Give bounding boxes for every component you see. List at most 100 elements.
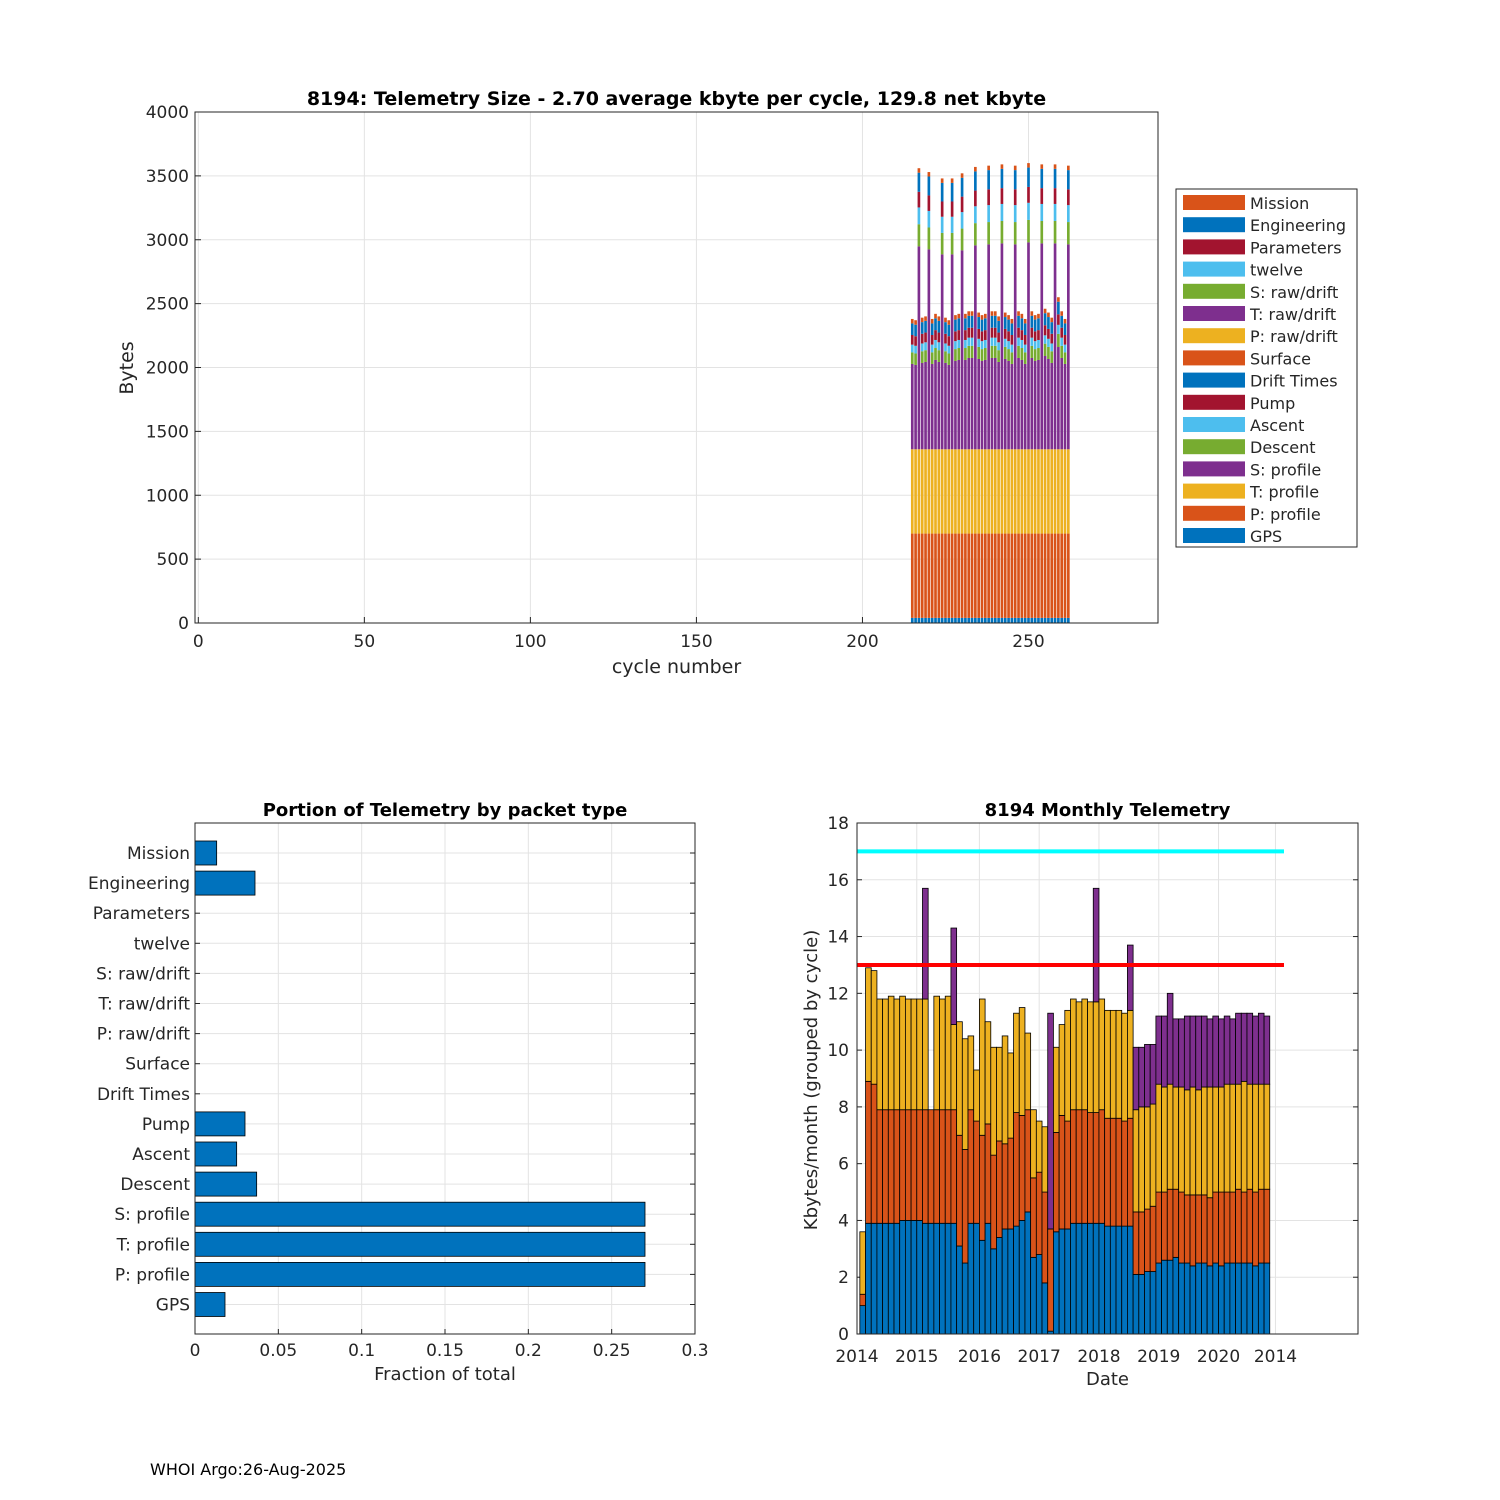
monthly-bar-stack [1132, 1046, 1140, 1335]
cycle-bar-stack [960, 173, 964, 623]
cycle-bar-segment [983, 313, 987, 319]
cycle-bar-segment [993, 327, 997, 338]
cycle-bar-segment [967, 315, 971, 328]
cycle-bar-segment [1067, 189, 1070, 206]
monthly-bar-segment [1018, 1007, 1026, 1116]
cycle-x-tick-label: 150 [680, 632, 712, 652]
monthly-bar-segment [1075, 1001, 1083, 1111]
cycle-bar-segment [1007, 449, 1010, 534]
cycle-bar-stack [1040, 164, 1044, 623]
cycle-x-tick-label: 0 [193, 632, 204, 652]
monthly-bar-segment [1263, 1015, 1271, 1085]
monthly-bar-segment [1064, 1228, 1071, 1335]
monthly-bar-segment [984, 1021, 992, 1125]
monthly-bar-segment [910, 1220, 918, 1335]
monthly-bar-stack [1195, 1015, 1202, 1335]
cycle-bar-segment [960, 212, 964, 229]
monthly-bar-segment [967, 1222, 975, 1335]
cycle-bar-segment [940, 617, 944, 623]
cycle-bar-segment [987, 244, 990, 450]
monthly-bar-segment [859, 1231, 866, 1295]
monthly-bar-segment [893, 998, 901, 1111]
fraction-category-label: S: profile [114, 1205, 190, 1225]
cycle-bar-segment [920, 617, 924, 623]
monthly-bar-segment [899, 1109, 906, 1221]
cycle-bar-segment [910, 449, 914, 534]
monthly-bar-segment [1189, 1015, 1197, 1088]
cycle-bar-segment [1060, 311, 1064, 316]
cycle-bar-segment [954, 331, 957, 342]
cycle-bar-segment [1040, 533, 1044, 618]
monthly-bar-segment [1127, 1009, 1134, 1119]
monthly-bar-segment [1144, 1208, 1151, 1272]
monthly-bar-segment [1172, 1188, 1180, 1258]
legend-swatch [1183, 505, 1245, 521]
monthly-bar-segment [944, 1222, 952, 1335]
cycle-bar-segment [1040, 617, 1044, 623]
fraction-bar [194, 870, 256, 896]
monthly-bar-segment [1240, 1080, 1248, 1193]
monthly-bar-segment [916, 1109, 923, 1221]
monthly-bar-segment [1115, 1117, 1123, 1227]
cycle-bar-segment [944, 333, 947, 344]
monthly-bar-segment [979, 998, 986, 1136]
cycle-bar-segment [974, 190, 977, 207]
cycle-bar-segment [947, 449, 951, 534]
cycle-bar-segment [977, 449, 981, 534]
cycle-bar-segment [997, 342, 1000, 351]
monthly-bar-stack [1166, 992, 1174, 1335]
monthly-bar-segment [1121, 1225, 1128, 1335]
cycle-bar-segment [1057, 533, 1060, 618]
monthly-bar-segment [1087, 1222, 1094, 1335]
monthly-bar-segment [1035, 1120, 1043, 1173]
monthly-bar-segment [961, 1262, 969, 1335]
monthly-bar-segment [922, 1222, 929, 1335]
cycle-bar-segment [917, 172, 921, 192]
cycle-bar-segment [1047, 312, 1050, 318]
cycle-bar-segment [1007, 315, 1010, 320]
monthly-bar-stack [944, 995, 952, 1335]
monthly-bar-segment [1109, 1225, 1117, 1335]
cycle-bar-segment [927, 617, 931, 623]
cycle-bar-segment [970, 337, 974, 346]
cycle-x-tick-label: 50 [354, 632, 376, 652]
cycle-bar-segment [924, 350, 927, 362]
cycle-bar-segment [950, 216, 954, 233]
cycle-bar-segment [1037, 330, 1040, 340]
cycle-bar-segment [967, 345, 971, 358]
cycle-bar-segment [957, 339, 961, 349]
cycle-bar-segment [1057, 301, 1060, 315]
cycle-bar-segment [927, 533, 931, 618]
cycle-bar-segment [1020, 359, 1024, 450]
monthly-bar-segment [1257, 1188, 1265, 1264]
cycle-bar-segment [927, 210, 931, 228]
cycle-bar-segment [920, 343, 924, 352]
cycle-bar-segment [1013, 617, 1017, 623]
legend-swatch [1183, 439, 1245, 455]
cycle-bar-segment [957, 533, 961, 618]
monthly-bar-segment [1178, 1018, 1185, 1088]
cycle-bar-segment [950, 254, 954, 450]
cycle-bar-stack [914, 320, 917, 623]
fraction-x-tick-label: 0.25 [593, 1341, 631, 1361]
cycle-bar-segment [1010, 334, 1014, 345]
monthly-bar-segment [1075, 1222, 1083, 1335]
monthly-bar-segment [1030, 1177, 1037, 1258]
cycle-bar-segment [990, 311, 994, 316]
cycle-bar-segment [1007, 341, 1010, 350]
cycle-bar-segment [1060, 327, 1064, 338]
legend-swatch [1183, 417, 1245, 432]
legend-entry: Engineering [1250, 216, 1346, 235]
monthly-y-tick-label: 4 [838, 1211, 849, 1231]
cycle-bar-segment [1030, 315, 1034, 328]
legend-entry: Drift Times [1250, 372, 1338, 391]
cycle-bar-segment [1037, 318, 1040, 331]
cycle-bar-segment [914, 324, 917, 337]
monthly-y-tick-label: 14 [827, 928, 849, 948]
legend-swatch [1183, 528, 1245, 543]
monthly-bar-segment [1195, 1089, 1202, 1196]
fraction-axes-box [194, 822, 696, 1335]
legend-entry: twelve [1250, 261, 1303, 280]
fraction-category-label: P: profile [115, 1265, 190, 1285]
monthly-bar-segment [1240, 1262, 1248, 1335]
